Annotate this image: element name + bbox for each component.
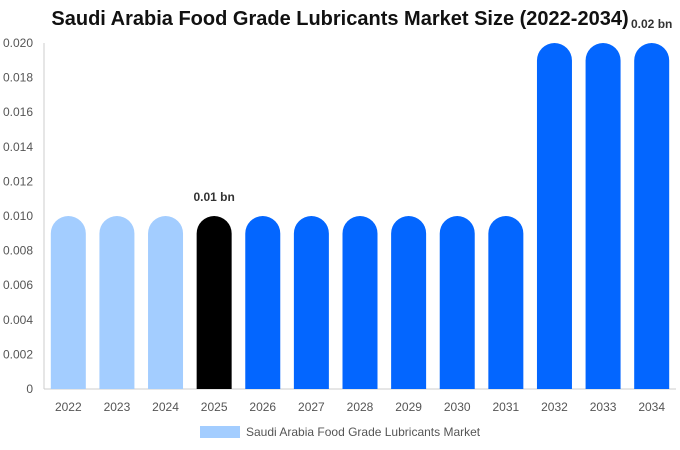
legend-swatch	[200, 426, 240, 438]
y-tick-label: 0.010	[3, 209, 33, 223]
bar-2031[interactable]	[488, 216, 524, 389]
y-tick-label: 0.008	[3, 244, 33, 258]
x-tick-label: 2027	[298, 400, 325, 414]
x-tick-label: 2029	[395, 400, 422, 414]
bar-2022[interactable]	[50, 216, 86, 389]
legend-label: Saudi Arabia Food Grade Lubricants Marke…	[246, 425, 481, 439]
bar-2029[interactable]	[391, 216, 427, 389]
x-tick-label: 2023	[104, 400, 131, 414]
y-tick-label: 0.020	[3, 36, 33, 50]
y-tick-label: 0.016	[3, 105, 33, 119]
x-tick-label: 2030	[444, 400, 471, 414]
bar-2033[interactable]	[585, 43, 621, 389]
x-tick-label: 2022	[55, 400, 82, 414]
y-tick-label: 0.004	[3, 313, 33, 327]
bar-2030[interactable]	[439, 216, 475, 389]
bar-2032[interactable]	[536, 43, 572, 389]
y-tick-label: 0	[26, 382, 33, 396]
x-tick-label: 2034	[638, 400, 665, 414]
legend[interactable]: Saudi Arabia Food Grade Lubricants Marke…	[200, 425, 480, 439]
bar-2034[interactable]	[634, 43, 670, 389]
bar-2026[interactable]	[245, 216, 281, 389]
bar-2028[interactable]	[342, 216, 378, 389]
chart-title: Saudi Arabia Food Grade Lubricants Marke…	[51, 8, 629, 30]
bar-2024[interactable]	[148, 216, 184, 389]
bar-2023[interactable]	[99, 216, 135, 389]
x-tick-label: 2031	[492, 400, 519, 414]
bar-2027[interactable]	[293, 216, 329, 389]
x-tick-label: 2028	[347, 400, 374, 414]
x-tick-label: 2026	[249, 400, 276, 414]
y-tick-label: 0.014	[3, 140, 33, 154]
x-tick-label: 2032	[541, 400, 568, 414]
x-tick-label: 2025	[201, 400, 228, 414]
data-label: 0.02 bn	[631, 17, 672, 31]
x-tick-label: 2024	[152, 400, 179, 414]
y-tick-label: 0.002	[3, 347, 33, 361]
y-tick-label: 0.018	[3, 71, 33, 85]
y-tick-label: 0.012	[3, 174, 33, 188]
x-tick-label: 2033	[590, 400, 617, 414]
data-label: 0.01 bn	[193, 190, 234, 204]
y-tick-label: 0.006	[3, 278, 33, 292]
bar-2025[interactable]	[196, 216, 232, 389]
